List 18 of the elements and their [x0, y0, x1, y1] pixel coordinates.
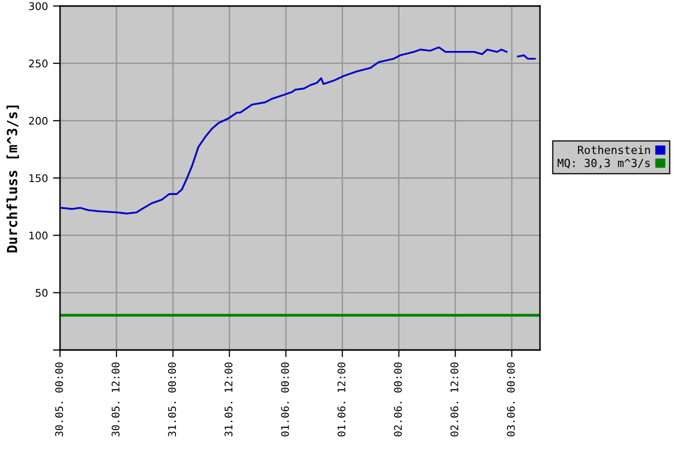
y-axis-title: Durchfluss [m^3/s] — [6, 106, 19, 252]
y-tick-label: 100 — [29, 232, 48, 240]
y-tick-label: 300 — [29, 2, 48, 10]
x-tick-label: 31.05. 00:00 — [168, 362, 176, 436]
y-tick-label: 200 — [29, 116, 48, 125]
legend-label: Rothenstein — [578, 145, 650, 154]
x-tick-label: 01.06. 12:00 — [338, 362, 346, 436]
x-tick-label: 31.05. 12:00 — [224, 362, 232, 436]
x-tick-label: 02.06. 00:00 — [394, 362, 402, 436]
legend-label: MQ: 30,3 m^3/s — [558, 158, 650, 169]
x-tick-label: 01.06. 00:00 — [281, 362, 289, 436]
x-tick-label: 02.06. 12:00 — [450, 362, 458, 436]
x-tick-label: 30.05. 00:00 — [55, 362, 64, 436]
x-tick-label: 03.06. 00:00 — [506, 362, 515, 436]
y-tick-label: 150 — [29, 174, 48, 182]
x-tick-label: 30.05. 12:00 — [112, 362, 120, 436]
y-tick-label: 50 — [36, 288, 48, 297]
y-tick-label: 250 — [29, 60, 48, 68]
